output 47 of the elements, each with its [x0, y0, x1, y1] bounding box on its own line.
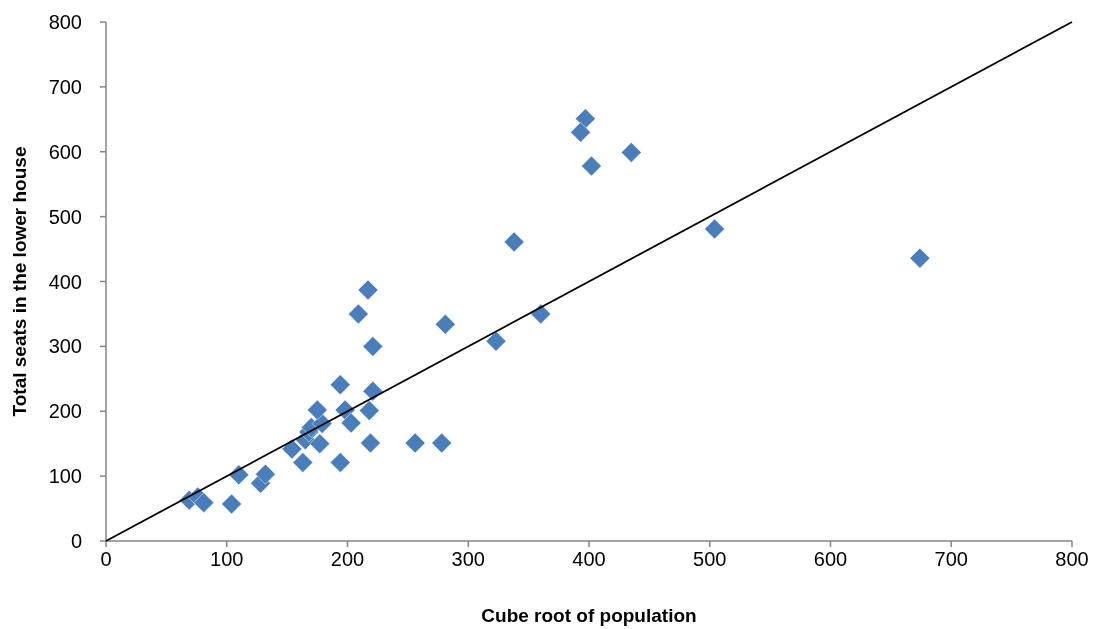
- point: [255, 463, 276, 485]
- y-tick-label: 0: [70, 530, 82, 552]
- y-tick-label: 500: [48, 205, 82, 228]
- y-tick-label: 600: [48, 140, 82, 163]
- point: [221, 493, 242, 515]
- point: [330, 452, 351, 473]
- point: [581, 155, 602, 177]
- point: [621, 142, 642, 163]
- y-axis-title: Total seats in the lower house: [9, 146, 30, 417]
- point: [309, 433, 330, 454]
- x-tick-label: 300: [451, 548, 485, 570]
- point: [362, 336, 384, 357]
- point: [435, 314, 456, 335]
- point: [348, 303, 369, 325]
- point: [909, 247, 931, 269]
- x-axis-title: Cube root of population: [481, 605, 697, 626]
- point: [570, 122, 591, 143]
- point: [485, 330, 507, 352]
- point: [503, 231, 525, 253]
- point: [340, 412, 362, 434]
- point: [358, 400, 380, 421]
- point: [431, 432, 452, 454]
- point: [404, 432, 426, 454]
- x-tick-label: 200: [330, 548, 365, 570]
- x-tick-label: 600: [813, 548, 848, 570]
- point: [704, 218, 725, 240]
- point: [330, 374, 351, 395]
- point: [281, 438, 303, 460]
- x-tick-label: 800: [1055, 548, 1089, 570]
- y-tick-label: 200: [48, 400, 82, 423]
- point: [530, 303, 551, 325]
- point: [307, 399, 328, 421]
- y-tick-label: 100: [48, 465, 82, 488]
- x-tick-label: 0: [100, 548, 112, 570]
- point: [193, 492, 215, 513]
- x-tick-label: 700: [934, 548, 968, 570]
- y-tick-label: 400: [48, 270, 82, 293]
- x-tick-label: 100: [210, 548, 244, 570]
- y-tick-label: 700: [48, 75, 82, 98]
- point: [360, 432, 381, 454]
- x-tick-label: 500: [693, 548, 727, 570]
- point: [357, 279, 379, 301]
- y-tick-label: 300: [48, 335, 82, 358]
- point: [362, 380, 384, 402]
- y-tick-label: 800: [48, 11, 82, 33]
- point: [292, 452, 314, 473]
- x-tick-label: 400: [572, 548, 606, 570]
